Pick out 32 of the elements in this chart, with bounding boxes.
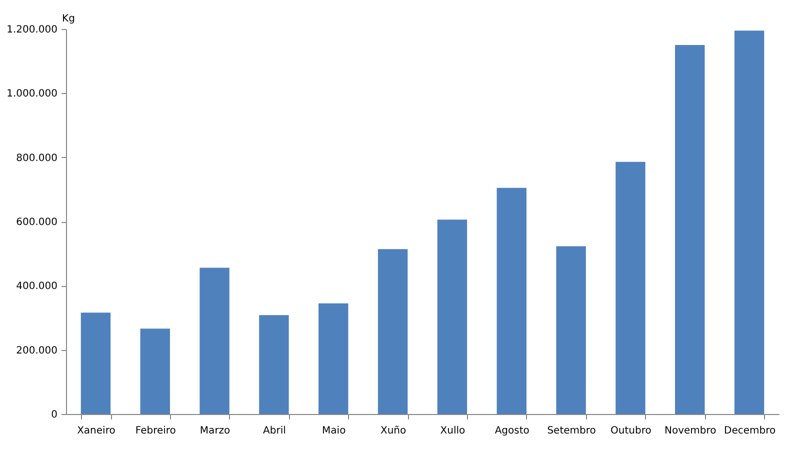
x-tick-label: Setembro <box>547 426 596 436</box>
bar <box>80 312 111 414</box>
y-tick-label: 800.000 <box>16 152 58 164</box>
x-tick-label: Abril <box>263 426 286 436</box>
x-tick-label: Xaneiro <box>77 426 116 436</box>
y-tick-label: 400.000 <box>16 281 58 292</box>
bar <box>200 268 230 414</box>
x-tick-label: Febreiro <box>135 426 176 436</box>
y-tick-label: 1.000.000 <box>6 88 58 100</box>
bar <box>318 303 348 414</box>
bar <box>259 315 289 414</box>
bar <box>734 30 764 414</box>
y-tick-label: 600.000 <box>16 217 58 228</box>
x-tick-label: Novembro <box>664 426 716 436</box>
y-axis-title: Kg <box>62 14 75 24</box>
y-tick-label: 1.200.000 <box>6 24 58 36</box>
x-tick-label: Agosto <box>494 426 530 436</box>
x-tick-label: Decembro <box>724 426 776 436</box>
bar <box>616 162 646 414</box>
bar <box>556 246 586 414</box>
x-tick-label: Marzo <box>200 426 230 436</box>
x-tick-label: Xuño <box>380 426 406 436</box>
bar <box>378 249 408 414</box>
x-tick-label: Xullo <box>440 426 466 436</box>
bar <box>675 45 705 414</box>
y-tick-label: 0 <box>51 410 58 420</box>
x-tick-label: Outubro <box>610 426 652 436</box>
x-tick-label: Maio <box>322 426 346 436</box>
bar <box>496 188 526 414</box>
y-tick-label: 200.000 <box>16 345 58 356</box>
bar <box>437 220 468 414</box>
bar <box>140 328 170 414</box>
